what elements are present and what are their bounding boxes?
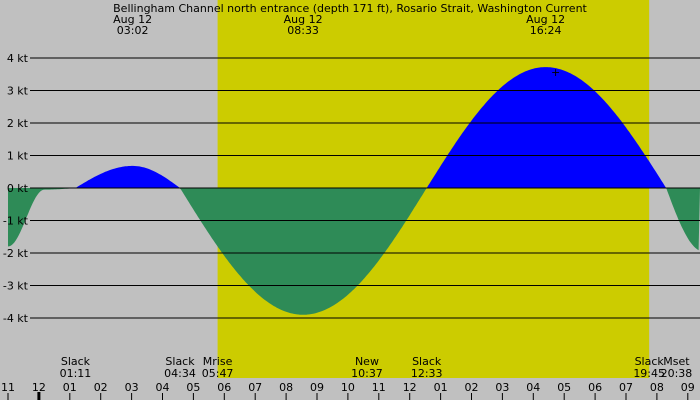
chart-title: Bellingham Channel north entrance (depth… (113, 2, 587, 15)
event-time-label: 10:37 (351, 367, 383, 380)
peak-time-label: 08:33 (287, 24, 319, 37)
x-tick-label: 01 (434, 381, 448, 394)
x-tick-label: 05 (186, 381, 200, 394)
y-tick-label: -2 kt (3, 247, 29, 260)
x-tick-label: 08 (279, 381, 293, 394)
peak-date-label: Aug 12 (284, 13, 323, 26)
x-tick-label: 07 (248, 381, 262, 394)
x-tick-label: 11 (372, 381, 386, 394)
y-tick-label: -1 kt (3, 215, 29, 228)
y-tick-label: -4 kt (3, 312, 29, 325)
peak-date-label: Aug 12 (526, 13, 565, 26)
x-tick-label: 02 (465, 381, 479, 394)
flood-current-area (8, 67, 700, 188)
x-tick-label: 02 (94, 381, 108, 394)
x-tick-label: 07 (619, 381, 633, 394)
x-tick-label: 03 (125, 381, 139, 394)
x-tick-label: 09 (681, 381, 695, 394)
x-tick-label: 01 (63, 381, 77, 394)
peak-date-label: Aug 12 (113, 13, 152, 26)
x-tick-label: 06 (217, 381, 231, 394)
event-name-label: Slack (412, 355, 442, 368)
event-time-label: 12:33 (411, 367, 443, 380)
peak-time-label: 03:02 (117, 24, 149, 37)
x-tick-label: 05 (557, 381, 571, 394)
cursor-cross: + (551, 66, 560, 79)
event-name-label: Slack (61, 355, 91, 368)
event-time-label: 04:34 (164, 367, 196, 380)
x-tick-label: 04 (526, 381, 540, 394)
event-time-label: 19:45 (633, 367, 665, 380)
ebb-current-area (8, 188, 700, 315)
event-time-label: 01:11 (60, 367, 92, 380)
y-tick-label: -3 kt (3, 280, 29, 293)
x-tick-label: 08 (650, 381, 664, 394)
event-name-label: Slack (165, 355, 195, 368)
x-tick-label: 04 (156, 381, 170, 394)
x-tick-label: 12 (403, 381, 417, 394)
x-tick-label: 09 (310, 381, 324, 394)
event-time-label: 20:38 (661, 367, 693, 380)
event-name-label: Mrise (203, 355, 233, 368)
y-tick-label: 0 kt (7, 182, 29, 195)
peak-time-label: 16:24 (530, 24, 562, 37)
x-tick-label: 03 (495, 381, 509, 394)
event-time-label: 05:47 (202, 367, 234, 380)
event-name-label: Slack (635, 355, 665, 368)
hour-axis-strip (0, 378, 700, 400)
y-tick-label: 2 kt (7, 117, 29, 130)
x-tick-label: 12 (32, 381, 46, 394)
y-tick-label: 3 kt (7, 85, 29, 98)
x-tick-label: 11 (1, 381, 15, 394)
event-name-label: New (355, 355, 379, 368)
x-tick-label: 10 (341, 381, 355, 394)
y-tick-label: 4 kt (7, 52, 29, 65)
x-tick-label: 06 (588, 381, 602, 394)
y-tick-label: 1 kt (7, 150, 29, 163)
event-name-label: Mset (663, 355, 690, 368)
